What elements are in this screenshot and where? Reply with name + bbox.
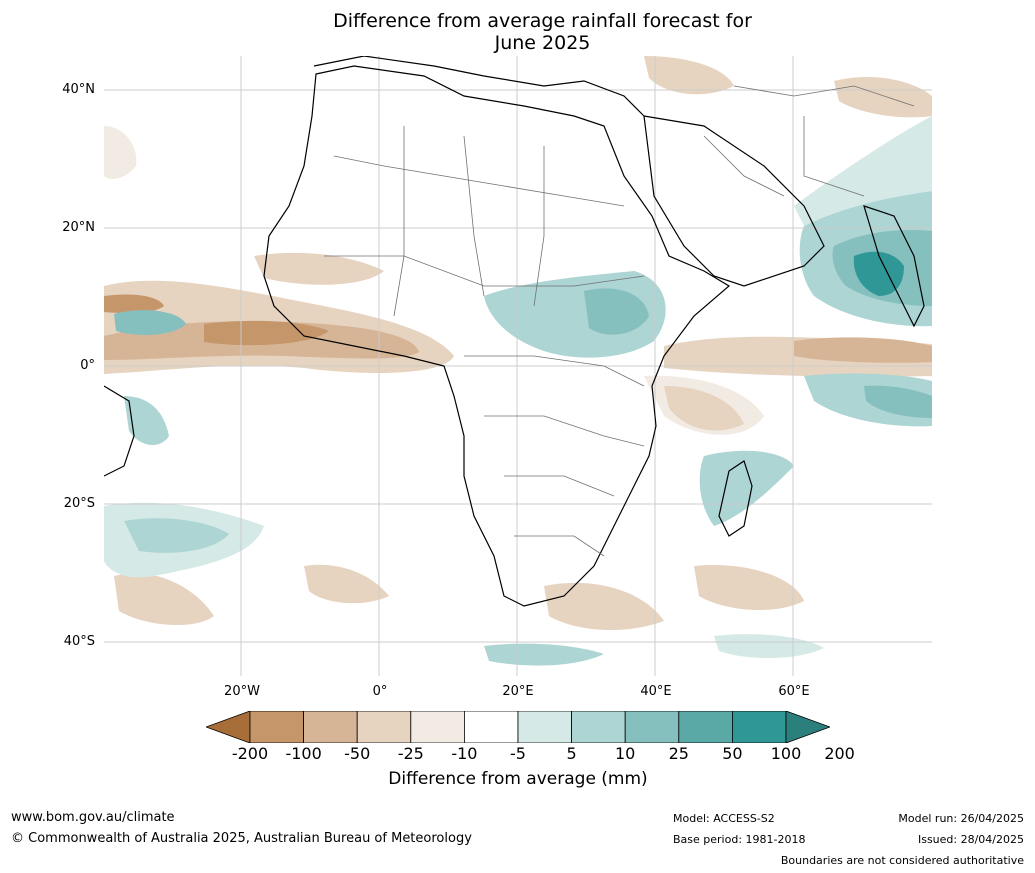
colorbar-segment: [571, 710, 626, 744]
colorbar-tick-label: 200: [824, 744, 855, 763]
title-line-1: Difference from average rainfall forecas…: [333, 10, 752, 32]
lon-label-60e: 60°E: [778, 684, 810, 699]
dry-south-atlantic-2: [304, 564, 389, 604]
colorbar-label: Difference from average (mm): [388, 769, 648, 789]
colorbar-extend-low: [204, 710, 251, 744]
footer-base-period: Base period: 1981-2018: [673, 833, 806, 846]
africa-coastline: [263, 65, 731, 607]
colorbar-segment: [463, 710, 519, 744]
footer-model-run: Model run: 26/04/2025: [898, 812, 1024, 825]
colorbar-tick-label: 100: [770, 744, 802, 763]
colorbar-segment: [678, 710, 733, 744]
graticule: [104, 56, 932, 676]
lat-label-40s: 40°S: [63, 634, 95, 649]
lat-label-20s: 20°S: [63, 496, 95, 511]
europe-coastline: [313, 56, 645, 117]
dry-indian-ocean-core: [794, 337, 932, 363]
colorbar-tick-label: 10: [615, 744, 636, 763]
lon-label-0: 0°: [372, 684, 388, 699]
country-borders: [324, 85, 915, 557]
lon-label-20w: 20°W: [224, 684, 260, 699]
colorbar-tick-label: 25: [668, 744, 689, 763]
title-line-2: June 2025: [494, 32, 591, 54]
south-america-coastline: [104, 385, 135, 477]
wet-south-lower-2: [714, 634, 824, 659]
lon-label-20e: 20°E: [502, 684, 534, 699]
colorbar-tick-label: 50: [722, 744, 743, 763]
dry-south-indian-1: [544, 582, 664, 631]
colorbar-segment: [410, 710, 465, 744]
dry-mediterranean-east: [644, 56, 734, 95]
colorbar-segment: [517, 710, 572, 744]
colorbar-tick-label: 5: [566, 744, 577, 763]
colorbar-segment: [303, 710, 358, 744]
colorbar: [204, 710, 832, 744]
wet-anomaly-areas: [104, 116, 932, 666]
colorbar-segment: [356, 710, 412, 744]
rainfall-map: [104, 56, 932, 676]
dry-anomaly-areas: [104, 56, 932, 631]
lon-label-40e: 40°E: [640, 684, 672, 699]
madagascar-coastline: [718, 460, 753, 537]
footer-copyright: © Commonwealth of Australia 2025, Austra…: [11, 831, 472, 846]
wet-madagascar-east: [699, 450, 794, 526]
colorbar-segment: [249, 710, 304, 744]
colorbar-segment: [624, 710, 680, 744]
arabian-coastline: [643, 115, 825, 287]
wet-atlantic-equatorial: [114, 310, 186, 336]
colorbar-tick-label: -25: [397, 744, 424, 763]
dry-south-atlantic-1: [114, 573, 214, 626]
map-title: Difference from average rainfall forecas…: [0, 10, 1035, 54]
colorbar-tick-label: -5: [510, 744, 526, 763]
lat-label-20n: 20°N: [62, 220, 95, 235]
colorbar-extend-high: [785, 710, 832, 744]
dry-east-africa-core: [664, 386, 744, 431]
wet-indian-ocean-south-core: [864, 385, 932, 418]
wet-west-atlantic: [124, 396, 169, 446]
dry-core-strong-2: [204, 320, 329, 346]
footer-website-link[interactable]: www.bom.gov.au/climate: [11, 810, 175, 825]
colorbar-tick-label: -50: [344, 744, 371, 763]
colorbar-svg: [204, 710, 832, 744]
colorbar-tick-label: -10: [451, 744, 478, 763]
dry-core-strong: [104, 294, 164, 314]
footer-issued: Issued: 28/04/2025: [917, 833, 1024, 846]
coastlines: [104, 56, 925, 607]
dry-band-sahel: [254, 252, 384, 285]
colorbar-tick-label: -200: [231, 744, 269, 763]
india-coastline: [863, 205, 925, 328]
footer-disclaimer: Boundaries are not considered authoritat…: [780, 854, 1024, 867]
map-canvas: [104, 56, 932, 676]
colorbar-segment: [732, 710, 787, 744]
colorbar-tick-label: -100: [285, 744, 322, 763]
wet-central-africa-core: [584, 288, 649, 335]
dry-south-indian-2: [694, 565, 804, 611]
wet-south-lower: [484, 643, 604, 666]
footer-model: Model: ACCESS-S2: [673, 812, 775, 825]
wet-south-atlantic-core: [124, 518, 229, 553]
wet-arabian-sea-core: [853, 251, 904, 296]
lat-label-40n: 40°N: [62, 82, 95, 97]
dry-northwest-atlantic: [104, 126, 137, 179]
dry-northeast: [834, 76, 932, 118]
wet-arabian-sea-outer: [794, 116, 932, 226]
lat-label-0: 0°: [80, 358, 95, 373]
